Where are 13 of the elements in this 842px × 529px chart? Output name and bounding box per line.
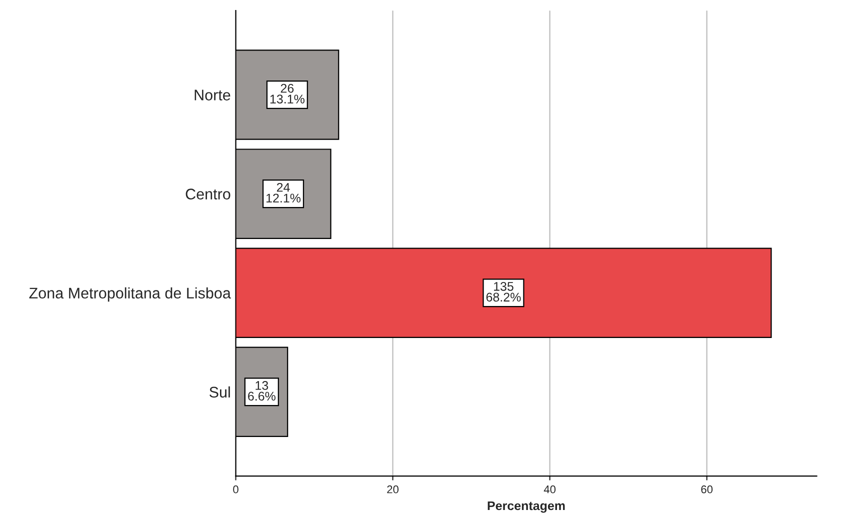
y-tick-label: Norte	[194, 90, 230, 100]
x-tick-label: 40	[544, 485, 556, 494]
data-label: 135 68.2%	[486, 282, 521, 302]
data-label: 26 13.1%	[270, 84, 304, 104]
data-label: 24 12.1%	[266, 182, 301, 202]
data-label: 13 6.6%	[248, 381, 276, 401]
y-tick-label: Centro	[186, 188, 230, 200]
x-tick-label: 0	[233, 485, 238, 494]
y-tick-label: Sul	[210, 386, 230, 398]
x-axis-title: Percentagem	[488, 501, 565, 513]
x-tick-label: 60	[701, 485, 713, 494]
y-tick-label: Zona Metropolitana de Lisboa	[29, 287, 231, 302]
x-tick-label: 20	[387, 485, 399, 494]
